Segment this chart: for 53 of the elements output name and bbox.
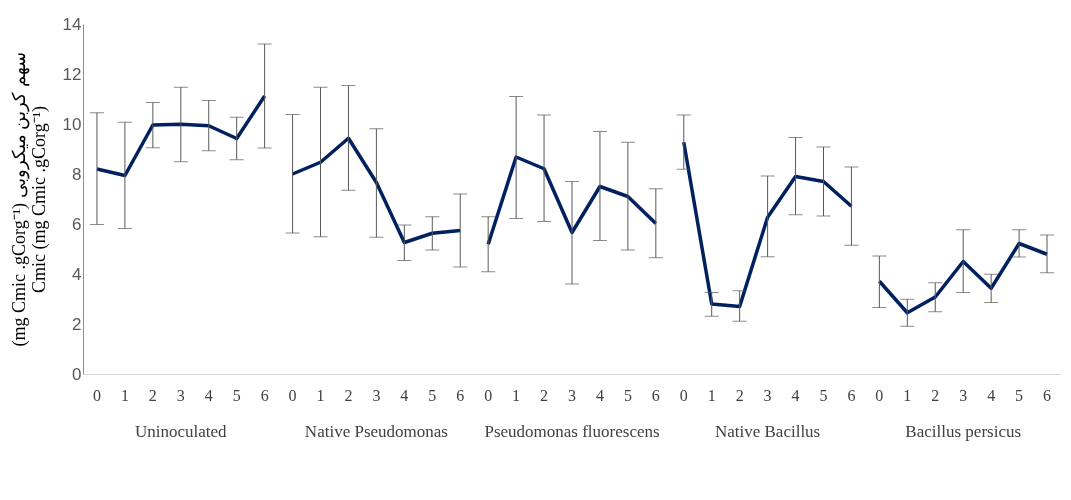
x-tick-label: 4 xyxy=(595,387,604,404)
line-series xyxy=(877,241,1049,315)
y-tick-label: 12 xyxy=(62,64,82,84)
y-tick-label: 6 xyxy=(72,214,82,234)
x-tick-label: 0 xyxy=(679,387,688,404)
x-tick-label: 6 xyxy=(651,387,660,404)
x-tick-label: 6 xyxy=(1043,387,1052,404)
line-series xyxy=(682,140,854,309)
x-tick-label: 4 xyxy=(987,387,996,404)
x-tick-label: 5 xyxy=(623,387,632,404)
x-tick-label: 6 xyxy=(456,387,465,404)
x-tick-label: 3 xyxy=(959,387,968,404)
x-tick-label: 1 xyxy=(707,387,716,404)
x-tick-label: 0 xyxy=(288,387,297,404)
x-tick-label: 0 xyxy=(484,387,493,404)
x-tick-label: 0 xyxy=(875,387,884,404)
x-tick-label: 0 xyxy=(92,387,101,404)
y-tick-label: 4 xyxy=(72,264,82,284)
x-tick-label: 5 xyxy=(819,387,828,404)
x-tick-label: 2 xyxy=(735,387,744,404)
y-tick-label: 0 xyxy=(72,364,82,384)
x-tick-label: 6 xyxy=(847,387,856,404)
x-tick-label: 4 xyxy=(791,387,800,404)
text: Native Bacillus xyxy=(714,422,821,441)
x-tick-label: 3 xyxy=(372,387,381,404)
line-series xyxy=(290,136,462,245)
line-series xyxy=(95,94,267,178)
x-tick-label: 1 xyxy=(512,387,521,404)
x-tick-label: 4 xyxy=(204,387,213,404)
x-tick-label: 3 xyxy=(568,387,576,404)
x-tick-label: 4 xyxy=(400,387,409,404)
text: Native Pseudomonas xyxy=(304,422,448,441)
x-tick-label: 2 xyxy=(931,387,940,404)
x-tick-label: 1 xyxy=(120,387,129,404)
x-tick-label: 1 xyxy=(316,387,325,404)
x-tick-label: 1 xyxy=(903,387,912,404)
y-tick-label: 8 xyxy=(72,164,82,184)
y-tick-label: 14 xyxy=(62,14,82,34)
x-tick-label: 2 xyxy=(148,387,157,404)
y-tick-label: 10 xyxy=(62,114,82,134)
y-tick-label: 2 xyxy=(72,314,82,334)
x-tick-label: 5 xyxy=(428,387,437,404)
x-tick-label: 5 xyxy=(232,387,241,404)
x-tick-label: 3 xyxy=(763,387,772,404)
line-series xyxy=(486,155,658,246)
x-tick-label: 5 xyxy=(1015,387,1024,404)
text: Pseudomonas fluorescens xyxy=(484,422,660,441)
x-tick-label: 6 xyxy=(260,387,269,404)
text: Uninoculated xyxy=(135,422,228,441)
x-tick-label: 2 xyxy=(540,387,549,404)
text: Bacillus persicus xyxy=(905,422,1022,441)
x-tick-label: 3 xyxy=(176,387,185,404)
x-tick-label: 2 xyxy=(344,387,353,404)
